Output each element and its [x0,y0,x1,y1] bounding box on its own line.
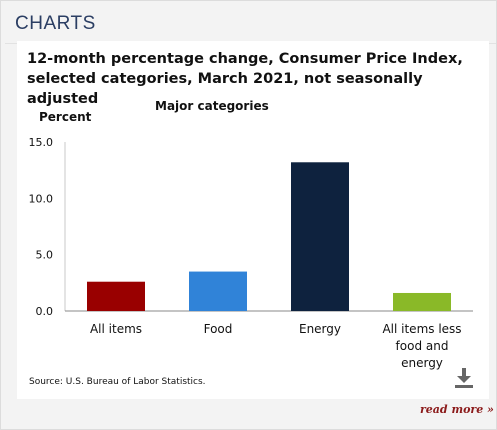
x-tick-label: All items [90,322,142,336]
chart-title: 12-month percentage change, Consumer Pri… [27,51,463,107]
bar [189,271,247,311]
x-tick-label: All items less [382,322,461,336]
x-tick-label: food and [396,339,449,353]
bar [291,162,349,311]
panel-header: CHARTS [5,7,496,44]
y-axis-label: Percent [39,110,92,124]
y-tick-label: 10.0 [29,192,54,205]
y-tick-label: 5.0 [36,249,54,262]
y-tick-label: 0.0 [36,305,54,318]
x-tick-label: energy [401,356,443,370]
panel-title: CHARTS [15,13,96,34]
bar [393,292,451,311]
x-tick-label: Food [204,322,233,336]
bar [87,281,145,311]
chart-card: 12-month percentage change, Consumer Pri… [17,41,489,399]
y-tick-label: 15.0 [29,136,54,149]
x-tick-label: Energy [299,322,341,336]
chart-subtitle: Major categories [155,99,269,113]
download-icon[interactable] [454,367,474,389]
source-note: Source: U.S. Bureau of Labor Statistics. [29,377,206,387]
bar-chart: 0.0 5.0 10.0 15.0 All items Food Energy All ite… [29,136,473,370]
read-more-link[interactable]: read more » [420,403,494,416]
